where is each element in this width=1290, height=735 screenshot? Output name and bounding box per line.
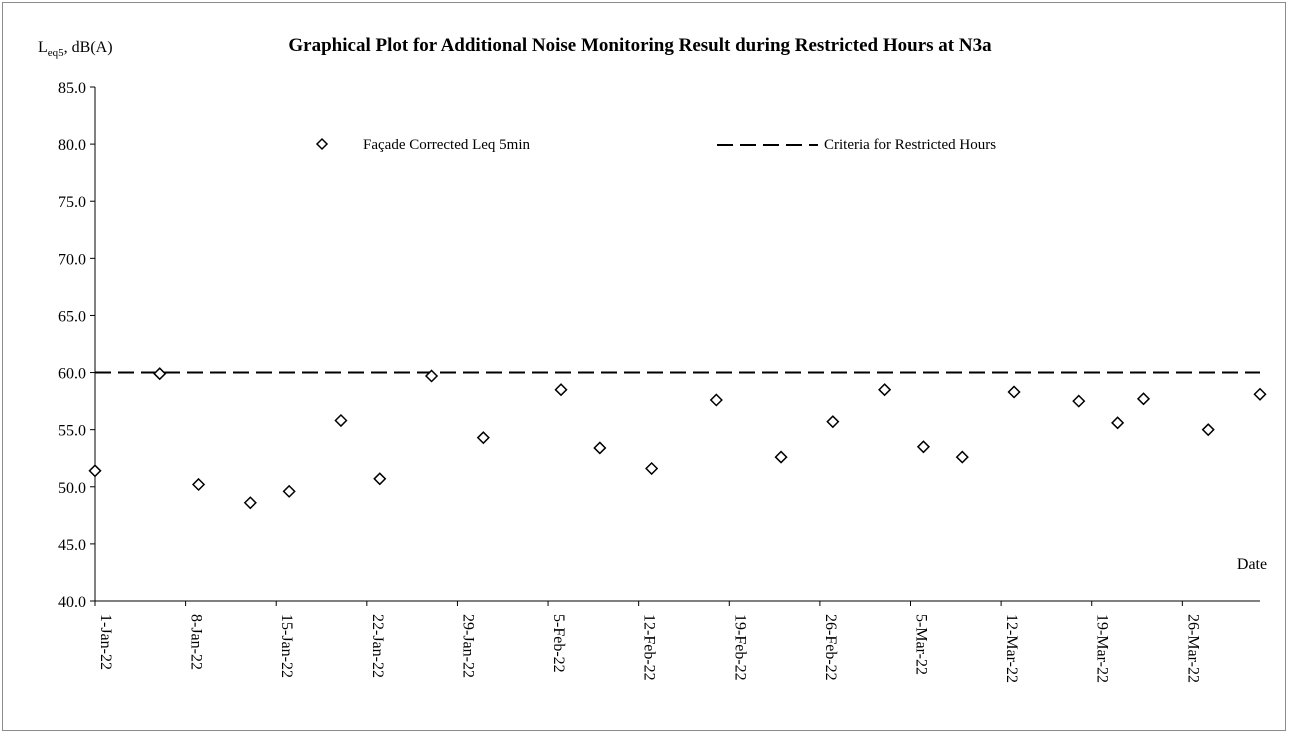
- data-point-diamond: [153, 367, 167, 381]
- data-point-diamond: [955, 450, 969, 464]
- y-tick-label: 45.0: [58, 537, 86, 554]
- data-point-diamond: [1253, 387, 1267, 401]
- y-tick-label: 40.0: [58, 594, 86, 611]
- x-tick-label: 19-Feb-22: [731, 614, 748, 681]
- x-tick-label: 5-Feb-22: [550, 614, 567, 673]
- data-point-diamond: [243, 496, 257, 510]
- y-tick-label: 80.0: [58, 137, 86, 154]
- data-point-diamond: [1007, 385, 1021, 399]
- y-tick-label: 65.0: [58, 308, 86, 325]
- data-point-diamond: [191, 477, 206, 492]
- legend-label-criteria: Criteria for Restricted Hours: [824, 137, 996, 153]
- chart-title: Graphical Plot for Additional Noise Moni…: [288, 35, 992, 56]
- legend-label-facade: Façade Corrected Leq 5min: [363, 137, 531, 153]
- x-tick-label: 29-Jan-22: [459, 614, 476, 678]
- x-tick-label: 19-Mar-22: [1094, 614, 1111, 683]
- data-point-diamond: [424, 369, 439, 383]
- y-axis-label-subscript: eq5: [48, 47, 64, 59]
- x-tick-label: 5-Mar-22: [913, 614, 930, 675]
- data-point-diamond: [645, 461, 659, 476]
- x-tick-label: 12-Mar-22: [1003, 614, 1020, 683]
- y-tick-label: 75.0: [58, 194, 86, 211]
- legend: Façade Corrected Leq 5min Criteria for R…: [315, 137, 996, 153]
- x-tick-label: 8-Jan-22: [188, 614, 205, 670]
- data-point-diamond: [916, 440, 931, 454]
- data-point-diamond: [774, 450, 788, 464]
- y-axis-label-main: L: [38, 39, 48, 56]
- y-ticks: 40.0 45.0 50.0 55.0 60.0 65.0 70.0 75.0 80.0 85.0: [58, 80, 95, 611]
- x-tick-label: 26-Mar-22: [1184, 614, 1201, 683]
- data-point-diamond: [1111, 416, 1125, 430]
- y-tick-label: 55.0: [58, 423, 86, 440]
- y-tick-label: 60.0: [58, 366, 86, 383]
- data-point-diamond: [282, 484, 296, 498]
- y-axis-label-suffix: , dB(A): [64, 39, 113, 56]
- y-tick-label: 85.0: [58, 80, 86, 97]
- x-axis-label: Date: [1237, 556, 1267, 573]
- x-tick-label: 15-Jan-22: [278, 614, 295, 678]
- x-ticks: 1-Jan-22 8-Jan-22 15-Jan-22 22-Jan-22 29-Jan…: [94, 601, 1201, 683]
- data-point-diamond: [88, 464, 102, 478]
- data-point-diamond: [373, 472, 387, 486]
- data-point-diamond: [554, 383, 568, 397]
- x-tick-label: 12-Feb-22: [641, 614, 658, 681]
- x-tick-label: 22-Jan-22: [369, 614, 386, 678]
- data-points: [88, 367, 1267, 510]
- data-point-diamond: [1136, 392, 1151, 406]
- data-point-diamond: [593, 441, 607, 455]
- y-axis-label: Leq5, dB(A): [38, 39, 113, 59]
- y-tick-label: 50.0: [58, 480, 86, 497]
- data-point-diamond: [1072, 394, 1086, 408]
- data-point-diamond: [826, 415, 840, 429]
- legend-marker-diamond: [315, 137, 329, 151]
- x-tick-label: 1-Jan-22: [97, 614, 114, 670]
- data-point-diamond: [334, 413, 348, 428]
- y-tick-label: 70.0: [58, 251, 86, 268]
- data-point-diamond: [476, 431, 490, 445]
- x-tick-label: 26-Feb-22: [822, 614, 839, 681]
- data-point-diamond: [1201, 423, 1215, 437]
- data-point-diamond: [709, 393, 723, 407]
- data-point-diamond: [878, 383, 892, 397]
